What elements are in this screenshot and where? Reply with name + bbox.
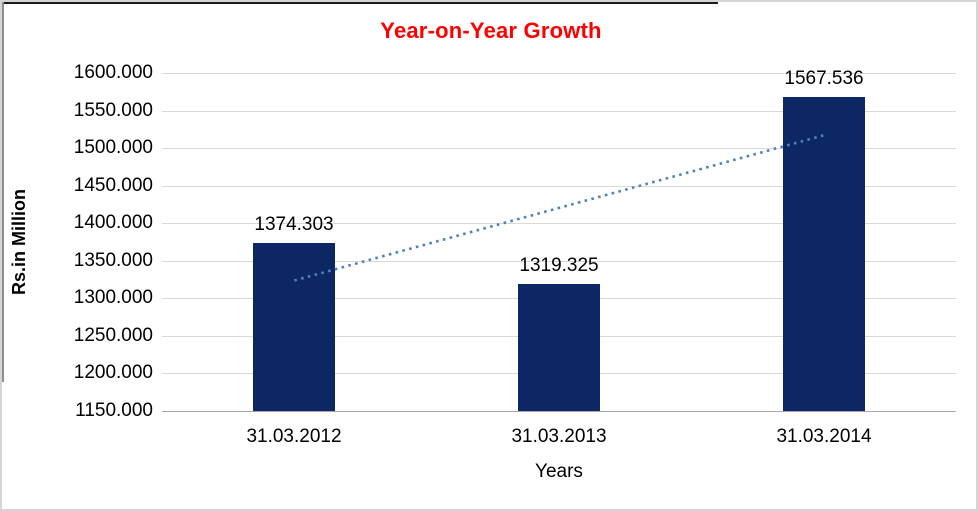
bar-31.03.2014 bbox=[783, 97, 865, 411]
x-tick-label: 31.03.2012 bbox=[246, 426, 342, 447]
window-border-top bbox=[2, 2, 718, 4]
y-axis-title: Rs.in Million bbox=[9, 189, 29, 295]
y-tick-label: 1450.000 bbox=[73, 175, 153, 196]
data-label: 1319.325 bbox=[519, 255, 599, 276]
gridline bbox=[162, 73, 956, 74]
y-tick-label: 1550.000 bbox=[73, 100, 153, 121]
y-tick-label: 1300.000 bbox=[73, 287, 153, 308]
bar-31.03.2013 bbox=[518, 284, 600, 411]
chart-title: Year-on-Year Growth bbox=[380, 18, 602, 43]
data-label: 1567.536 bbox=[784, 68, 864, 89]
y-tick-label: 1200.000 bbox=[73, 362, 153, 383]
y-tick-label: 1500.000 bbox=[73, 137, 153, 158]
bar-31.03.2012 bbox=[253, 243, 335, 411]
x-axis-title: Years bbox=[535, 461, 583, 482]
data-label: 1374.303 bbox=[254, 214, 334, 235]
y-tick-label: 1600.000 bbox=[73, 62, 153, 83]
y-tick-label: 1250.000 bbox=[73, 325, 153, 346]
y-tick-label: 1350.000 bbox=[73, 250, 153, 271]
gridline bbox=[162, 111, 956, 112]
y-tick-label: 1150.000 bbox=[75, 400, 153, 421]
x-tick-label: 31.03.2013 bbox=[511, 426, 607, 447]
x-tick-label: 31.03.2014 bbox=[776, 426, 872, 447]
y-tick-label: 1400.000 bbox=[73, 212, 153, 233]
x-axis-line bbox=[162, 411, 956, 412]
